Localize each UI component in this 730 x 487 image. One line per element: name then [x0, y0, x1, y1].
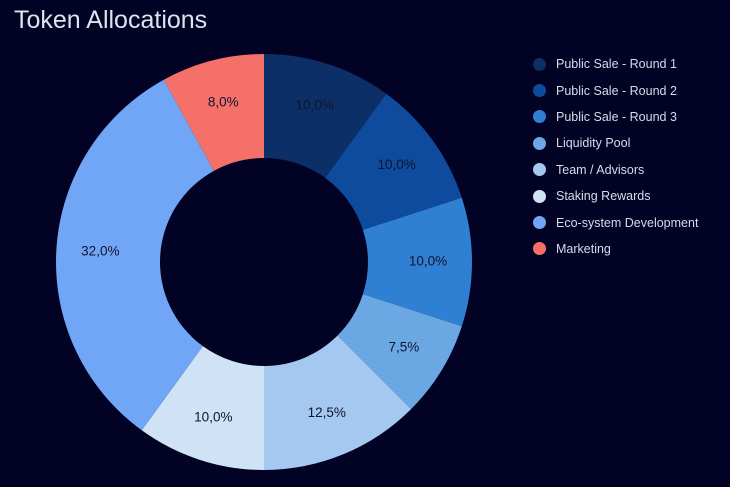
legend-label: Public Sale - Round 1 [556, 57, 677, 72]
slice-data-label-5: 12,5% [308, 405, 346, 420]
legend-swatch-icon [533, 163, 546, 177]
donut-slice-4[interactable] [337, 294, 462, 410]
donut-slice-6[interactable] [141, 346, 264, 470]
legend-item-7[interactable]: Eco-system Development [533, 209, 698, 235]
donut-slice-1[interactable] [264, 54, 387, 178]
legend-label: Public Sale - Round 3 [556, 109, 677, 124]
legend-item-4[interactable]: Liquidity Pool [533, 130, 698, 156]
slice-data-label-3: 10,0% [409, 254, 447, 269]
chart-title: Token Allocations [14, 6, 208, 34]
donut-slice-5[interactable] [264, 335, 412, 470]
slice-data-label-2: 10,0% [378, 157, 416, 172]
slice-data-label-4: 7,5% [388, 339, 419, 354]
legend-label: Marketing [556, 241, 611, 256]
legend-swatch-icon [533, 216, 546, 230]
donut-slice-8[interactable] [163, 54, 264, 171]
legend-swatch-icon [533, 136, 546, 150]
legend-item-2[interactable]: Public Sale - Round 2 [533, 77, 698, 103]
donut-slice-7[interactable] [55, 79, 214, 431]
slice-data-label-6: 10,0% [194, 410, 232, 425]
slice-data-label-1: 10,0% [296, 98, 334, 113]
donut-slice-3[interactable] [362, 197, 472, 327]
legend-swatch-icon [533, 57, 546, 71]
legend-item-1[interactable]: Public Sale - Round 1 [533, 51, 698, 77]
legend-label: Liquidity Pool [556, 136, 631, 151]
chart-legend: Public Sale - Round 1 Public Sale - Round… [533, 51, 698, 262]
legend-swatch-icon [533, 110, 546, 124]
legend-label: Public Sale - Round 2 [556, 83, 677, 98]
legend-swatch-icon [533, 189, 546, 203]
legend-label: Staking Rewards [556, 189, 651, 204]
slice-data-label-8: 8,0% [208, 95, 239, 110]
donut-slice-2[interactable] [325, 93, 462, 230]
legend-item-8[interactable]: Marketing [533, 236, 698, 262]
legend-label: Eco-system Development [556, 215, 699, 230]
slice-data-label-7: 32,0% [81, 243, 119, 258]
legend-item-3[interactable]: Public Sale - Round 3 [533, 104, 698, 130]
legend-swatch-icon [533, 84, 546, 98]
legend-swatch-icon [533, 242, 546, 256]
legend-item-6[interactable]: Staking Rewards [533, 183, 698, 209]
legend-label: Team / Advisors [556, 162, 645, 177]
legend-item-5[interactable]: Team / Advisors [533, 157, 698, 183]
